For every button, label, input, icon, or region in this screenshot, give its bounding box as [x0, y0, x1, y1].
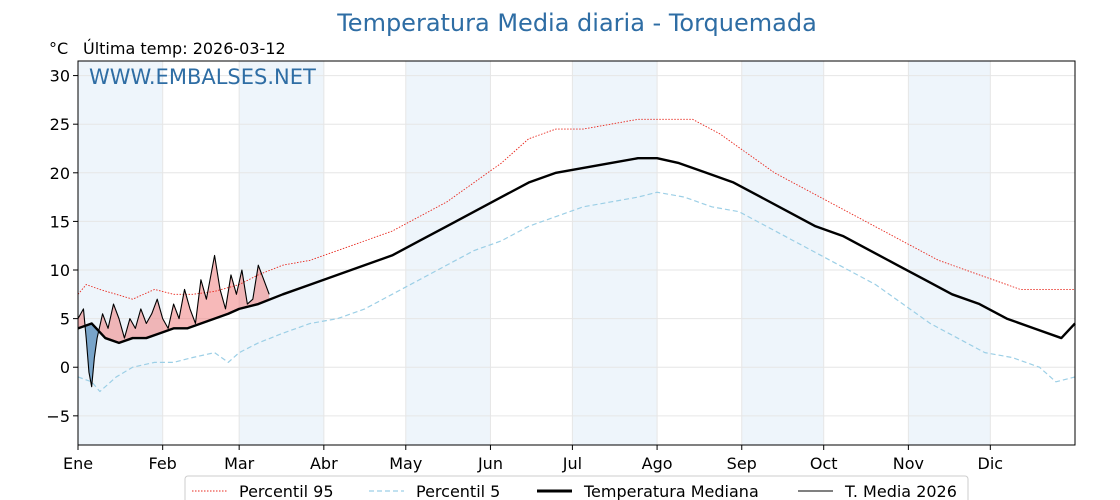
x-tick-label-dic: Dic [978, 454, 1004, 473]
legend-label-current: T. Media 2026 [844, 482, 957, 500]
x-tick-label-nov: Nov [893, 454, 924, 473]
watermark: WWW.EMBALSES.NET [89, 65, 316, 89]
x-tick-label-abr: Abr [310, 454, 338, 473]
last-temp-label: Última temp: 2026-03-12 [83, 39, 286, 58]
month-band-jul [572, 61, 658, 445]
y-axis-ticks: −5 0 5 10 15 20 25 30 [46, 67, 78, 426]
x-tick-label-ago: Ago [642, 454, 673, 473]
x-tick-label-jun: Jun [477, 454, 503, 473]
series-line-median [77, 157, 1076, 345]
fill-below-median [85, 323, 99, 387]
x-tick-label-sep: Sep [727, 454, 757, 473]
x-tick-label-mar: Mar [224, 454, 255, 473]
month-band-sep [741, 61, 824, 445]
series-lines [77, 118, 1076, 393]
series-line-p5 [77, 191, 1076, 393]
month-shading [78, 61, 991, 445]
fill-above-median [78, 308, 85, 329]
plot-frame [77, 60, 1076, 446]
month-band-ene [78, 61, 163, 445]
legend-label-p95: Percentil 95 [239, 482, 334, 500]
legend: Percentil 95 Percentil 5 Temperatura Med… [184, 475, 969, 500]
x-tick-label-may: May [389, 454, 422, 473]
y-tick-label: 15 [50, 212, 70, 231]
y-tick-label: 20 [50, 164, 70, 183]
y-tick-label: 5 [60, 310, 70, 329]
month-band-nov [908, 61, 991, 445]
y-tick-label: −5 [46, 407, 70, 426]
x-tick-label-jul: Jul [562, 454, 582, 473]
legend-label-median: Temperatura Mediana [583, 482, 759, 500]
y-tick-label: 25 [50, 115, 70, 134]
month-band-mar [239, 61, 324, 445]
anomaly-fills [78, 255, 270, 387]
y-tick-label: 0 [60, 358, 70, 377]
x-tick-label-ene: Ene [63, 454, 93, 473]
x-tick-label-feb: Feb [149, 454, 177, 473]
month-band-may [405, 61, 491, 445]
grid-lines [77, 61, 1075, 445]
fill-above-median [99, 255, 270, 343]
unit-label: °C [49, 39, 68, 58]
x-axis-ticks: Ene Feb Mar Abr May Jun Jul Ago Sep Oct Nov Dic [63, 445, 1003, 473]
legend-label-p5: Percentil 5 [416, 482, 500, 500]
series-line-current [77, 254, 270, 388]
chart-title: Temperatura Media diaria - Torquemada [336, 9, 817, 37]
y-tick-label: 10 [50, 261, 70, 280]
y-tick-label: 30 [50, 67, 70, 86]
legend-box [184, 475, 969, 500]
x-tick-label-oct: Oct [810, 454, 838, 473]
